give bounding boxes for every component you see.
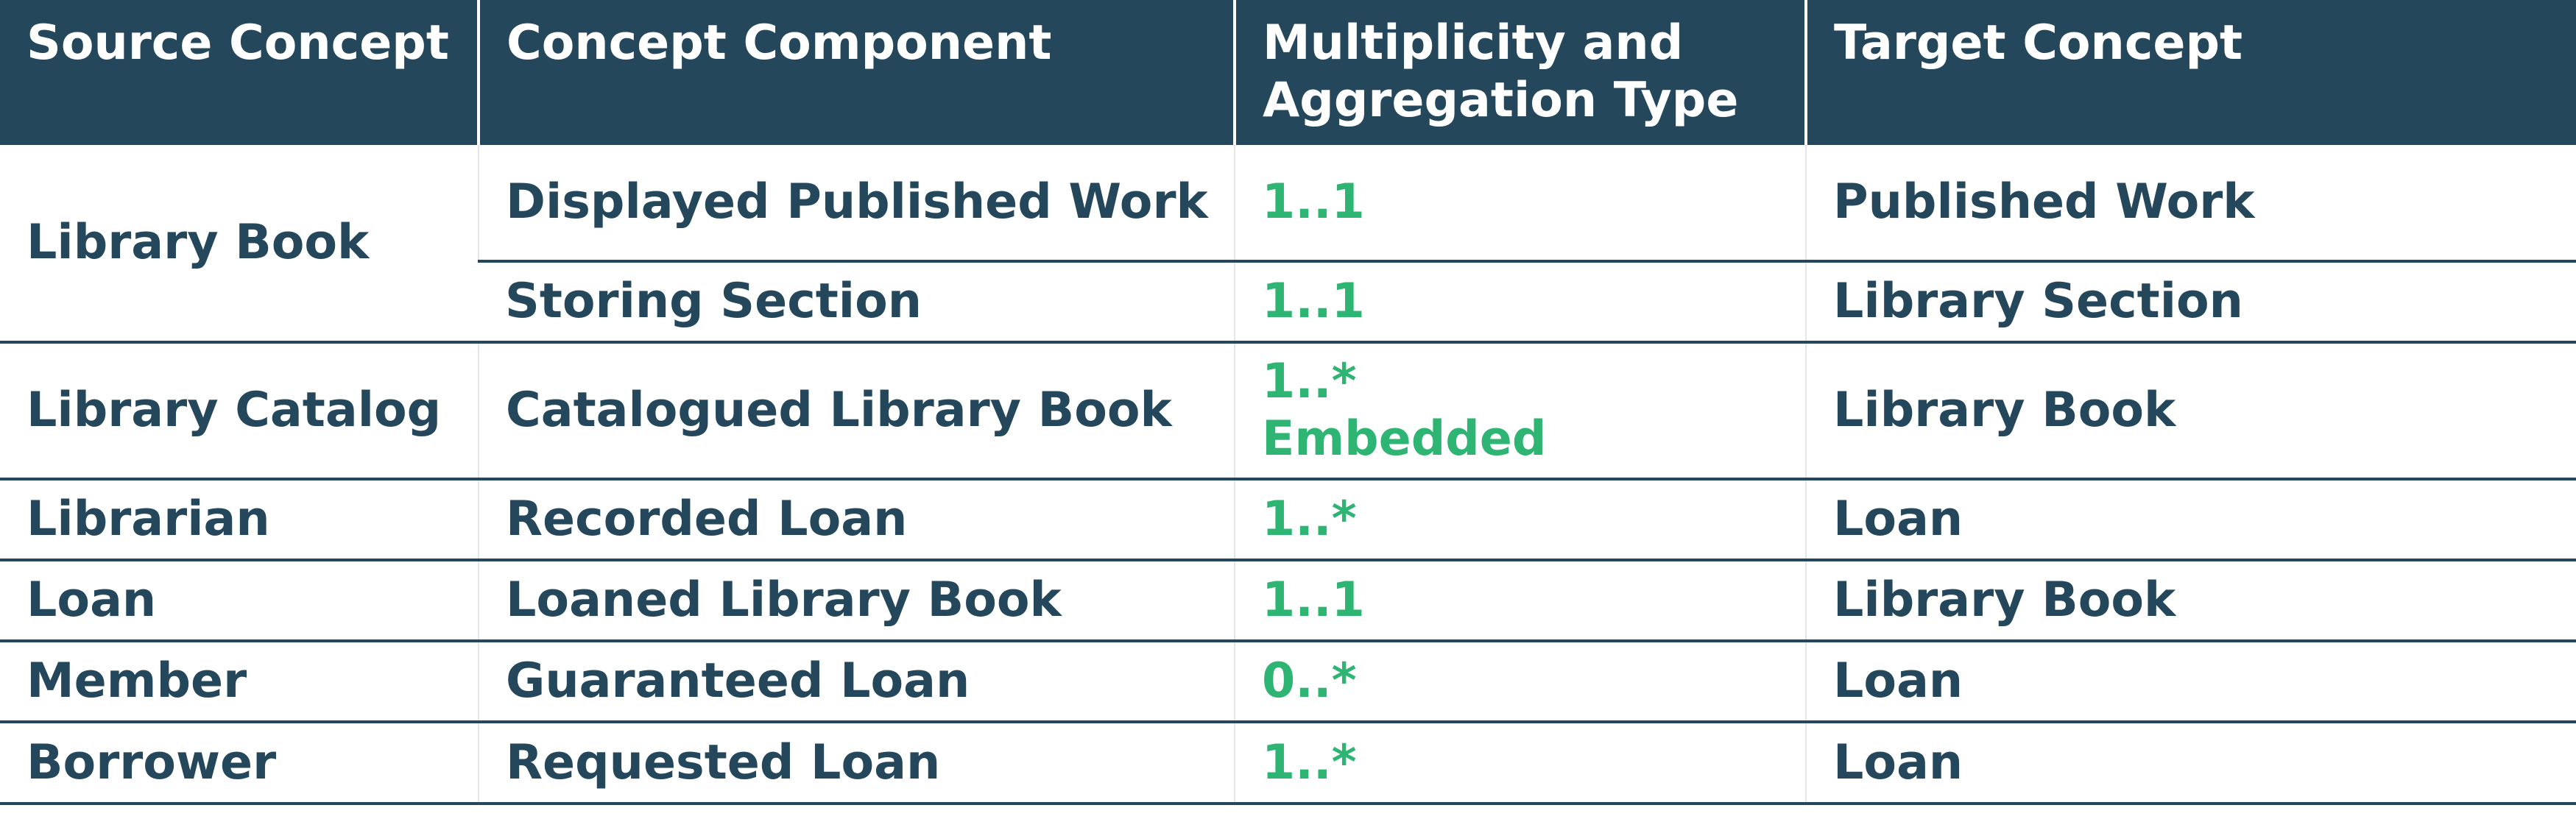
header-row: Source Concept Concept Component Multipl… — [0, 0, 2576, 145]
header-concept-component: Concept Component — [477, 0, 1235, 145]
cell-source-concept: Library Catalog — [0, 342, 479, 481]
cell-target-concept: Loan — [1805, 641, 2576, 723]
aggregation-type: Embedded — [1262, 411, 1547, 467]
cell-multiplicity: 0..* — [1234, 641, 1806, 723]
table-row: Borrower Requested Loan 1..* Loan — [0, 722, 2576, 805]
header-multiplicity-line-2: Aggregation Type — [1263, 73, 1739, 128]
cell-concept-component: Storing Section — [479, 261, 1235, 344]
header-source-concept: Source Concept — [0, 0, 479, 145]
cell-target-concept: Library Section — [1805, 261, 2576, 344]
cell-multiplicity: 1..1 — [1234, 261, 1806, 344]
table-body: Library Book Displayed Published Work 1.… — [0, 145, 2576, 805]
cell-multiplicity: 1..1 — [1234, 560, 1806, 642]
table-row: Library Book Displayed Published Work 1.… — [0, 145, 2576, 344]
cell-concept-component: Loaned Library Book — [478, 560, 1235, 642]
cell-multiplicity: 1..* — [1234, 479, 1806, 561]
table-row: Library Catalog Catalogued Library Book … — [0, 342, 2576, 481]
cell-target-concept: Library Book — [1805, 560, 2576, 642]
cell-multiplicity: 1..* — [1234, 722, 1806, 805]
table-row: Member Guaranteed Loan 0..* Loan — [0, 641, 2576, 723]
cell-concept-component: Recorded Loan — [478, 479, 1235, 561]
table-row: Storing Section 1..1 Library Section — [0, 261, 2576, 344]
cell-target-concept: Library Book — [1805, 342, 2576, 481]
cell-source-concept: Loan — [0, 560, 479, 642]
table-row: Loan Loaned Library Book 1..1 Library Bo… — [0, 560, 2576, 642]
header-target-concept: Target Concept — [1804, 0, 2576, 145]
cell-concept-component: Requested Loan — [478, 722, 1235, 805]
cell-source-concept: Library Book — [0, 145, 479, 344]
cell-target-concept: Loan — [1805, 479, 2576, 561]
cell-concept-component: Guaranteed Loan — [478, 641, 1235, 723]
cell-target-concept: Published Work — [1805, 145, 2576, 263]
header-multiplicity-line-1: Multiplicity and — [1263, 15, 1684, 71]
cell-source-concept: Borrower — [0, 722, 479, 805]
cell-target-concept: Loan — [1805, 722, 2576, 805]
cell-concept-component: Catalogued Library Book — [478, 342, 1235, 481]
cell-concept-component: Displayed Published Work — [478, 145, 1235, 263]
cell-source-concept: Librarian — [0, 479, 479, 561]
cell-multiplicity: 1..1 — [1234, 145, 1806, 263]
multiplicity-value: 1..* — [1262, 354, 1357, 409]
table-header: Source Concept Concept Component Multipl… — [0, 0, 2576, 145]
cell-source-concept: Member — [0, 641, 479, 723]
table-row: Librarian Recorded Loan 1..* Loan — [0, 479, 2576, 561]
header-multiplicity-aggregation: Multiplicity and Aggregation Type — [1233, 0, 1806, 145]
cell-multiplicity: 1..* Embedded — [1234, 342, 1806, 481]
